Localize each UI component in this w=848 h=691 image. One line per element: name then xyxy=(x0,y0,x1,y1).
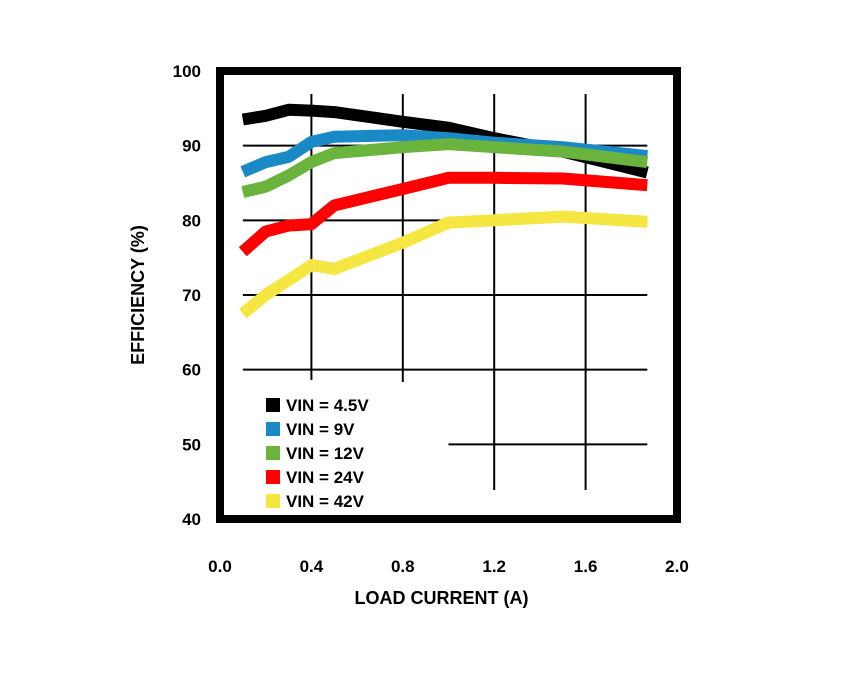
y-tick-label-80: 80 xyxy=(182,211,201,230)
y-tick-label-100: 100 xyxy=(173,62,201,81)
x-tick-label-5: 2.0 xyxy=(665,557,689,576)
x-tick-label-1: 0.4 xyxy=(300,557,324,576)
legend-swatch-2 xyxy=(266,446,280,460)
series-lines xyxy=(238,103,649,319)
x-tick-label-3: 1.2 xyxy=(482,557,506,576)
plot-frame xyxy=(216,67,681,523)
legend-label-0: VIN = 4.5V xyxy=(286,396,369,415)
legend: VIN = 4.5V VIN = 9V VIN = 12V VIN = 24V VIN … xyxy=(266,396,369,511)
y-axis-ticks: 40 50 60 70 80 90 100 xyxy=(173,62,201,529)
x-axis-ticks: 0.0 0.4 0.8 1.2 1.6 2.0 xyxy=(208,557,689,576)
x-tick-label-2: 0.8 xyxy=(391,557,415,576)
legend-swatch-0 xyxy=(266,398,280,412)
legend-swatch-3 xyxy=(266,470,280,484)
y-tick-label-90: 90 xyxy=(182,137,201,156)
y-axis-title: EFFICIENCY (%) xyxy=(128,225,148,365)
x-tick-label-0: 0.0 xyxy=(208,557,232,576)
y-tick-label-50: 50 xyxy=(182,435,201,454)
legend-swatch-4 xyxy=(266,494,280,508)
x-tick-label-4: 1.6 xyxy=(574,557,598,576)
legend-label-4: VIN = 42V xyxy=(286,492,365,511)
y-tick-label-40: 40 xyxy=(182,510,201,529)
x-axis-title: LOAD CURRENT (A) xyxy=(355,588,529,608)
series-line-4 xyxy=(239,210,648,319)
legend-swatch-1 xyxy=(266,422,280,436)
y-tick-label-70: 70 xyxy=(182,286,201,305)
legend-label-3: VIN = 24V xyxy=(286,468,365,487)
y-tick-label-60: 60 xyxy=(182,361,201,380)
legend-label-2: VIN = 12V xyxy=(286,444,365,463)
series-line-2 xyxy=(241,138,649,198)
legend-label-1: VIN = 9V xyxy=(286,420,355,439)
series-line-3 xyxy=(238,171,648,257)
